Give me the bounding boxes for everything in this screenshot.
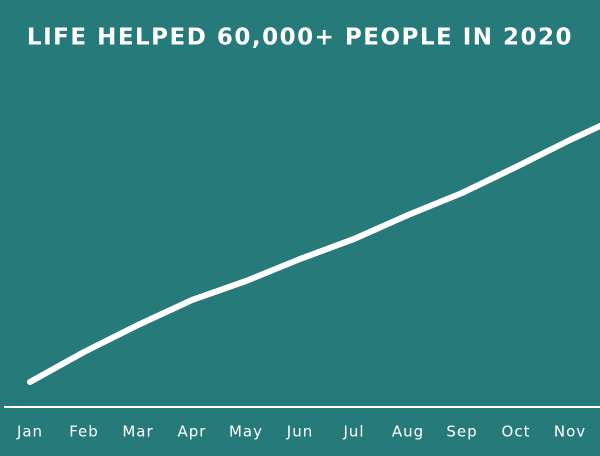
x-tick-label: Apr <box>178 423 207 441</box>
x-tick-label: Jul <box>342 423 364 441</box>
x-tick-label: Nov <box>554 423 586 441</box>
x-tick-label: Jun <box>286 423 313 441</box>
chart-title: LIFE HELPED 60,000+ PEOPLE IN 2020 <box>27 25 573 51</box>
x-tick-label: Oct <box>502 423 531 441</box>
x-tick-label: May <box>229 423 263 441</box>
x-tick-label: Jan <box>16 423 43 441</box>
x-tick-label: Feb <box>69 423 99 441</box>
x-tick-label: Mar <box>122 423 153 441</box>
x-tick-label: Sep <box>446 423 477 441</box>
x-tick-label: Aug <box>392 423 424 441</box>
data-line <box>27 122 600 385</box>
